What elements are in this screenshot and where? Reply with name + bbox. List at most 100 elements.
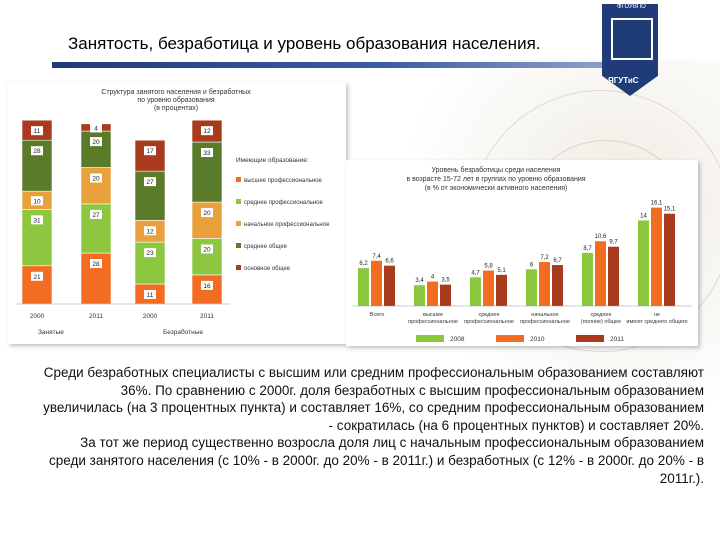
data-label: 33: [203, 150, 211, 157]
data-label-box: [144, 177, 156, 187]
data-label: 12: [146, 228, 154, 235]
data-label: 11: [147, 292, 154, 299]
legend-swatch: [236, 221, 241, 226]
data-label: 6,6: [385, 259, 394, 265]
data-label: 10,6: [595, 234, 607, 240]
x-tick-label: 2000: [30, 313, 45, 320]
stack-segment: [191, 201, 223, 239]
group-label: Безработные: [163, 328, 203, 336]
legend-swatch: [576, 335, 604, 342]
chart-title-line: Структура занятого населения и безработн…: [101, 88, 251, 96]
logo-short-name: ЯГУТиС: [608, 76, 639, 85]
legend-swatch: [236, 265, 241, 270]
structure-chart-panel: Структура занятого населения и безработн…: [8, 82, 346, 344]
chart-title-line: Уровень безработицы среди населения: [432, 166, 561, 174]
data-label: 9,7: [609, 240, 618, 246]
bar: [638, 220, 649, 306]
data-label-box: [144, 146, 156, 156]
data-label: 21: [33, 274, 41, 281]
data-label: 4: [431, 275, 435, 281]
bar: [358, 268, 369, 306]
bar: [483, 270, 494, 306]
data-label-box: [201, 126, 213, 136]
data-label-box: [144, 248, 156, 258]
x-tick-label: среднее: [478, 312, 499, 318]
bar: [552, 265, 563, 306]
legend-label: 2008: [450, 336, 465, 343]
stack-segment: [80, 130, 112, 168]
data-label-box: [90, 123, 102, 133]
legend-swatch: [416, 335, 444, 342]
paragraph-2: За тот же период существенно возросла до…: [48, 435, 704, 486]
legend-label: высшее профессиональное: [244, 178, 322, 184]
data-label: 4,7: [471, 270, 480, 276]
data-label: 15,1: [664, 207, 676, 213]
data-label: 6,7: [553, 258, 562, 264]
data-label: 20: [203, 210, 211, 217]
stack-segment: [80, 167, 112, 205]
data-label: 7,4: [372, 254, 381, 260]
data-label-box: [90, 137, 102, 147]
data-label-box: [201, 148, 213, 158]
data-label-box: [201, 280, 213, 290]
data-label: 16,1: [651, 201, 663, 207]
x-tick-label: 2011: [89, 313, 103, 320]
data-label: 28: [92, 261, 100, 268]
data-label-box: [144, 289, 156, 299]
x-tick-label: профессиональное: [464, 319, 514, 325]
legend-label: 2011: [610, 336, 624, 343]
bar: [440, 284, 451, 306]
x-tick-label: Всего: [370, 312, 384, 318]
data-label: 20: [203, 246, 211, 253]
unemployment-chart-panel: Уровень безработицы среди населения в воз…: [346, 160, 698, 346]
x-tick-label: начальное: [531, 312, 558, 318]
x-tick-label: профессиональное: [520, 319, 570, 325]
data-label-box: [90, 259, 102, 269]
data-label: 20: [92, 139, 100, 146]
legend-label: среднее профессиональное: [244, 200, 324, 206]
stack-segment: [134, 139, 166, 172]
data-label: 8,7: [583, 246, 592, 252]
legend-label: среднее общее: [244, 244, 288, 250]
x-tick-label: 2000: [143, 313, 158, 320]
group-label: Занятые: [38, 329, 64, 336]
data-label: 14: [640, 213, 647, 219]
header-bar: [52, 62, 602, 68]
data-label: 17: [146, 148, 154, 155]
bar: [651, 207, 662, 306]
bar: [427, 281, 438, 306]
chart-title-extra: (в процентах): [154, 105, 198, 112]
data-label: 16: [203, 283, 211, 290]
bar: [526, 269, 537, 306]
data-label-box: [31, 271, 43, 281]
x-tick-label: (полное) общее: [581, 319, 621, 325]
data-label-box: [90, 209, 102, 219]
chart-title-line: в возрасте 15-72 лет в группах по уровню…: [406, 175, 585, 183]
bar: [539, 262, 550, 306]
bar: [664, 213, 675, 306]
data-label: 3,5: [441, 278, 450, 284]
chart-title-line: по уровню образования: [137, 96, 215, 104]
x-tick-label: имеют среднего общего: [626, 319, 687, 325]
stack-segment: [21, 265, 53, 305]
bar: [496, 274, 507, 306]
data-label: 11: [34, 128, 41, 135]
legend-swatch: [236, 177, 241, 182]
bar: [470, 277, 481, 306]
chart-title-line: (в % от экономически активного населения…: [425, 185, 568, 192]
bar: [595, 241, 606, 306]
data-label-box: [144, 226, 156, 236]
body-text: Среди безработных специалисты с высшим и…: [40, 364, 704, 487]
data-label: 20: [92, 176, 100, 183]
legend-label: основное общее: [244, 266, 291, 272]
bar: [371, 260, 382, 306]
data-label-box: [31, 196, 43, 206]
data-label: 27: [92, 212, 100, 219]
data-label: 10: [33, 198, 41, 205]
data-label: 5,1: [497, 268, 506, 274]
data-label-box: [31, 126, 43, 136]
data-label: 27: [146, 179, 154, 186]
data-label-box: [31, 215, 43, 225]
x-tick-label: не: [654, 312, 660, 318]
logo-top-text: ФГОУВПО: [617, 4, 646, 10]
